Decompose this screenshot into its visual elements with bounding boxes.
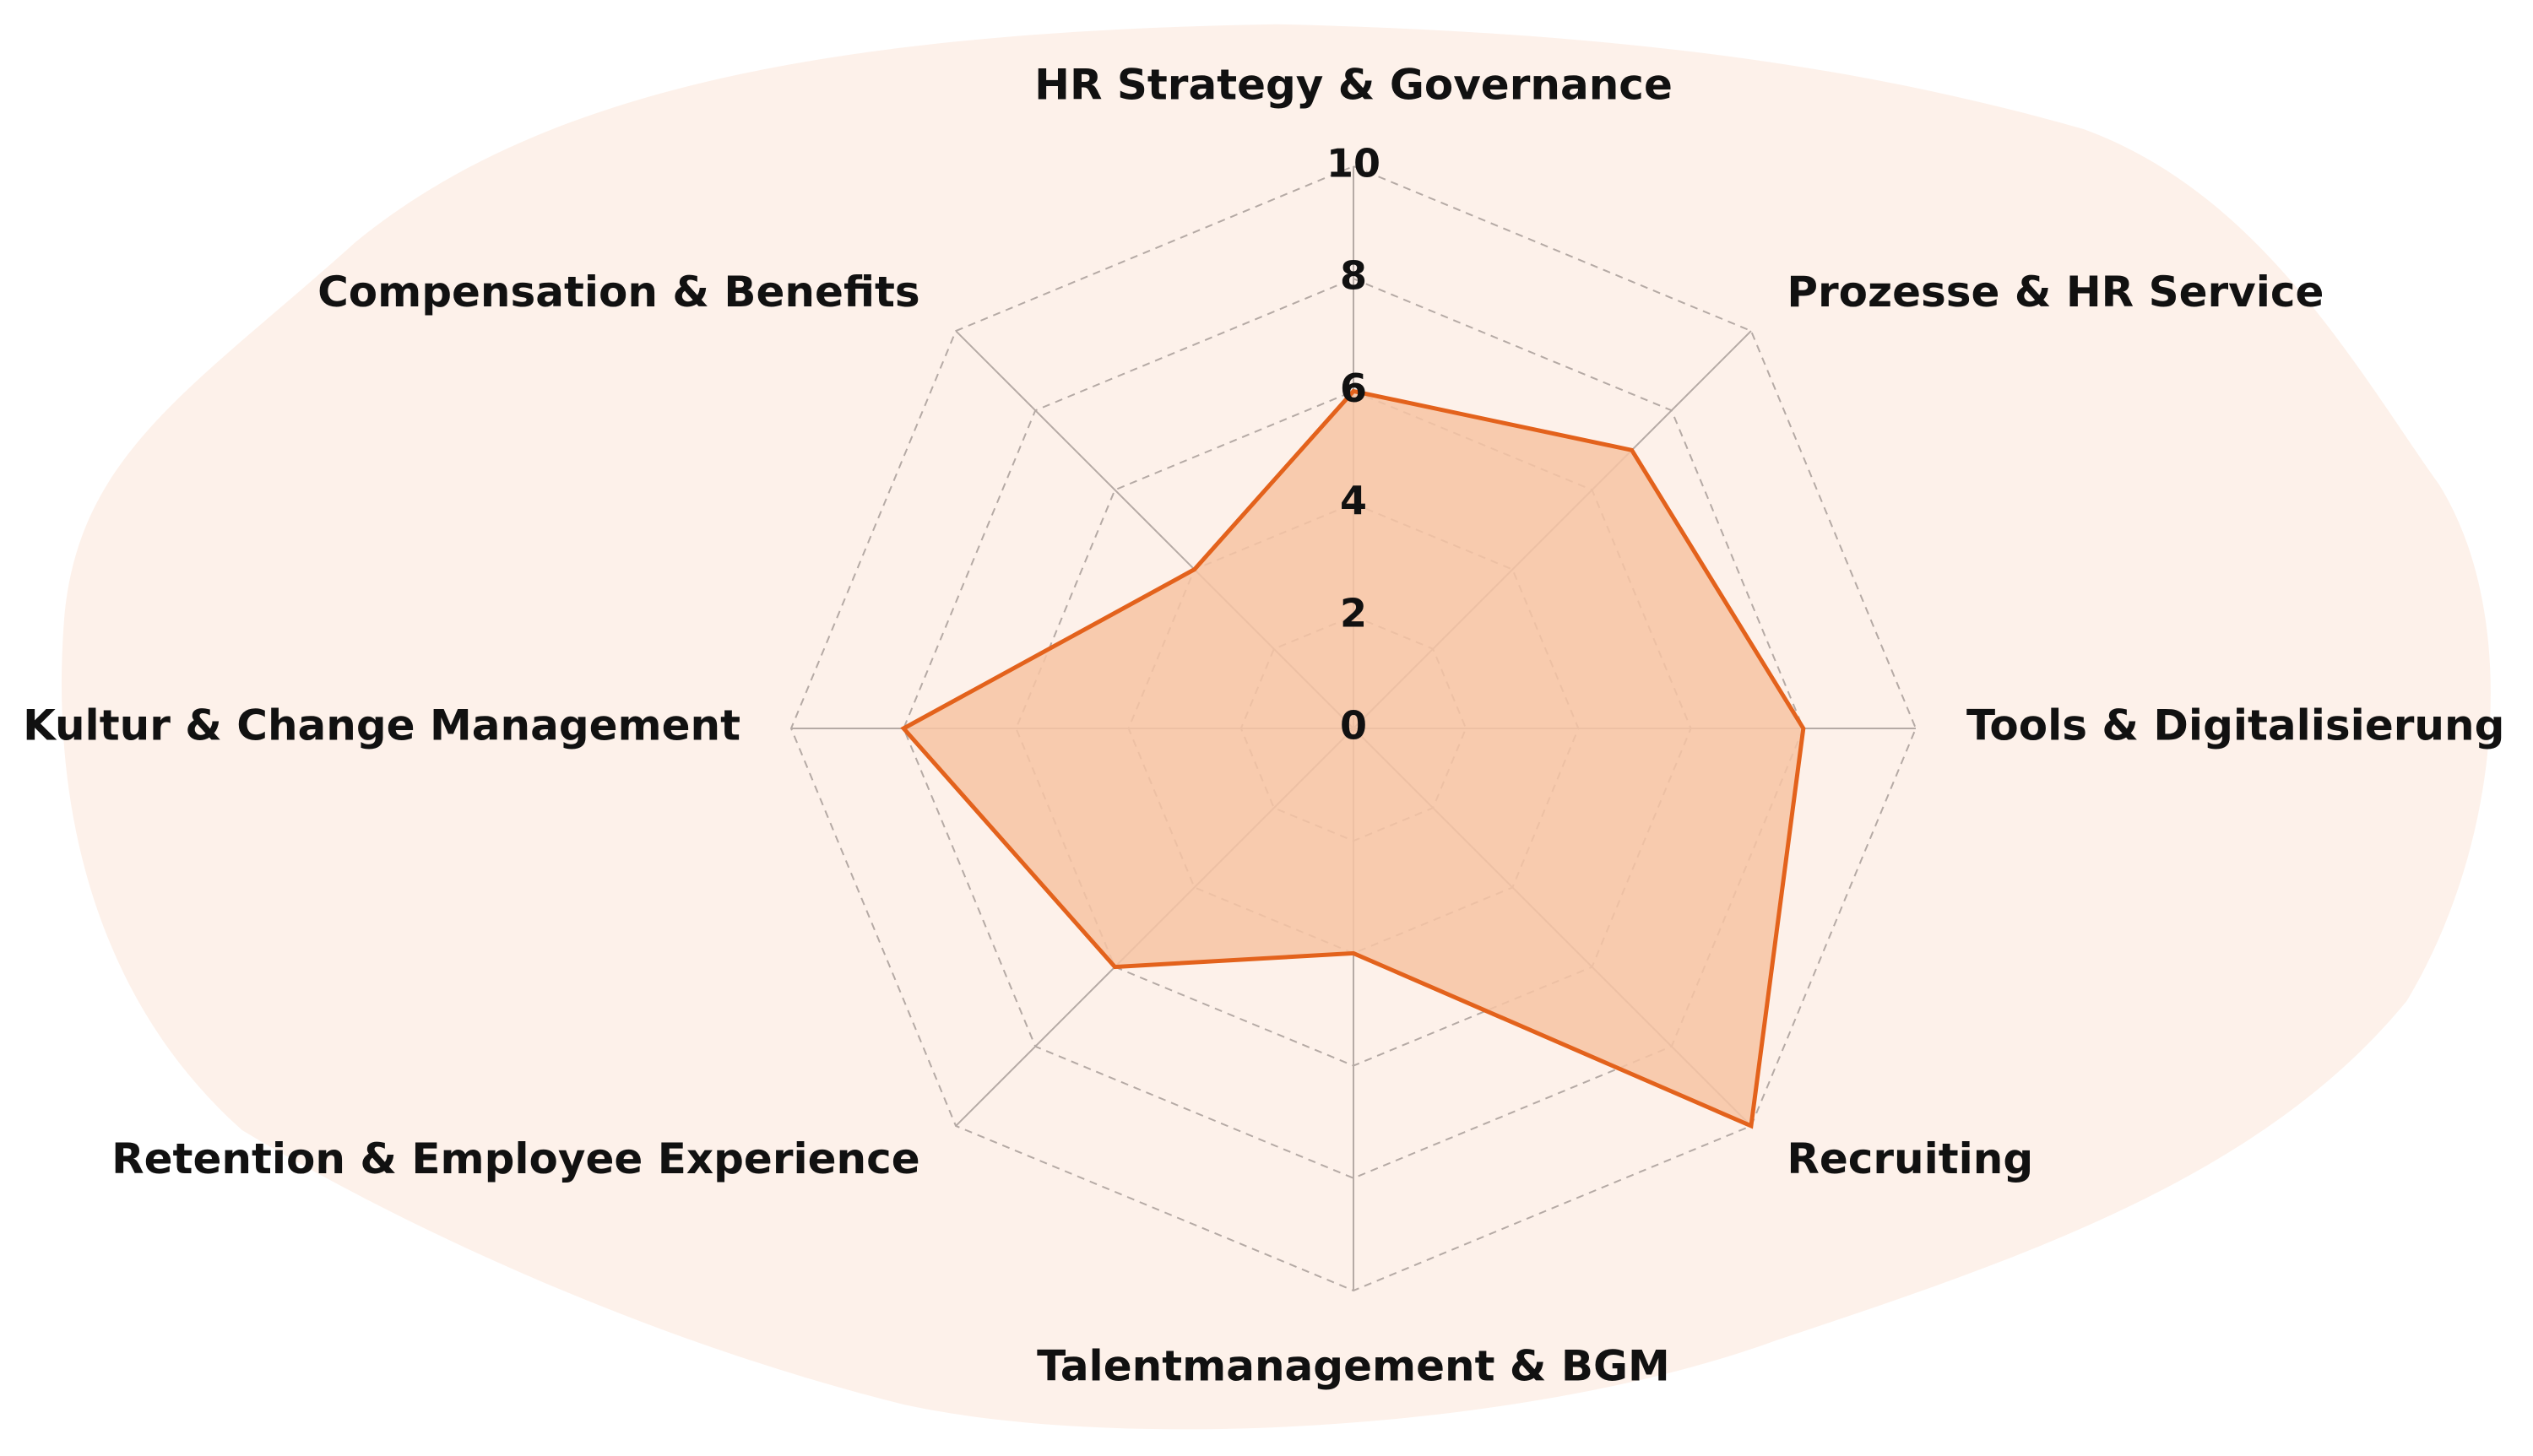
category-label: Kultur & Change Management [23, 701, 740, 750]
tick-label: 0 [1340, 703, 1367, 749]
category-label: Prozesse & HR Service [1787, 268, 2324, 317]
category-label: Retention & Employee Experience [111, 1134, 920, 1183]
category-label: Talentmanagement & BGM [1037, 1342, 1670, 1391]
category-label: Recruiting [1787, 1134, 2033, 1183]
tick-label: 10 [1326, 141, 1380, 187]
tick-label: 2 [1340, 590, 1367, 636]
data-area [900, 388, 1806, 1129]
category-label: Compensation & Benefits [317, 268, 920, 317]
category-label: Tools & Digitalisierung [1966, 701, 2504, 750]
tick-label: 8 [1340, 253, 1367, 299]
grid-ring [789, 165, 1917, 1292]
tick-label: 6 [1340, 365, 1367, 411]
category-label: HR Strategy & Governance [1034, 60, 1673, 109]
tick-label: 4 [1340, 478, 1367, 523]
